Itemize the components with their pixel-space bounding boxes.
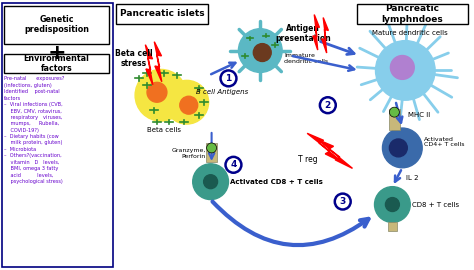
FancyBboxPatch shape: [206, 143, 217, 162]
Circle shape: [390, 107, 400, 117]
Circle shape: [374, 187, 410, 222]
Text: Antigen
presentation: Antigen presentation: [275, 24, 331, 43]
Circle shape: [238, 29, 282, 72]
Circle shape: [180, 96, 198, 114]
FancyBboxPatch shape: [356, 4, 468, 24]
Polygon shape: [155, 42, 162, 82]
Circle shape: [390, 139, 407, 157]
Circle shape: [207, 143, 217, 153]
Text: Pancreatic islets: Pancreatic islets: [119, 9, 204, 18]
Text: Pre-natal      exposures?
(infections, gluten)
Identified    post-natal
factors
: Pre-natal exposures? (infections, gluten…: [4, 76, 64, 184]
Text: Mature dendritic cells: Mature dendritic cells: [373, 30, 448, 36]
Circle shape: [135, 69, 187, 121]
Text: T reg: T reg: [298, 155, 318, 164]
Circle shape: [383, 128, 422, 168]
Circle shape: [147, 82, 167, 102]
Text: B cell Antigens: B cell Antigens: [196, 89, 248, 95]
Text: Beta cells: Beta cells: [147, 127, 181, 133]
Circle shape: [220, 70, 237, 86]
Circle shape: [391, 56, 414, 79]
Circle shape: [193, 164, 228, 200]
Text: 2: 2: [325, 101, 331, 110]
Text: Granzyme,
Perforin: Granzyme, Perforin: [171, 148, 206, 159]
Circle shape: [204, 175, 218, 189]
Polygon shape: [313, 15, 319, 50]
Text: Beta cell
stress: Beta cell stress: [115, 49, 153, 68]
Text: 4: 4: [230, 160, 237, 169]
Text: Environmental
factors: Environmental factors: [24, 54, 90, 73]
Text: Immature
dendritic cells: Immature dendritic cells: [284, 53, 328, 64]
FancyBboxPatch shape: [389, 109, 400, 130]
Text: CD8 + T cells: CD8 + T cells: [412, 201, 459, 208]
Circle shape: [253, 44, 271, 62]
FancyBboxPatch shape: [388, 222, 397, 231]
Circle shape: [375, 40, 435, 100]
Text: Genetic
predisposition: Genetic predisposition: [24, 15, 89, 35]
Text: Activated
CD4+ T cells: Activated CD4+ T cells: [424, 137, 465, 147]
Polygon shape: [146, 45, 153, 85]
FancyBboxPatch shape: [4, 53, 109, 73]
Circle shape: [165, 80, 209, 124]
Circle shape: [226, 157, 241, 173]
Circle shape: [385, 198, 400, 211]
Text: 3: 3: [339, 197, 346, 206]
Text: Pancreatic
lymphndoes: Pancreatic lymphndoes: [382, 4, 443, 23]
Text: +: +: [47, 43, 66, 63]
Text: 1: 1: [225, 74, 232, 83]
FancyBboxPatch shape: [4, 6, 109, 44]
Text: Activated CD8 + T cells: Activated CD8 + T cells: [230, 179, 323, 185]
Text: MHC II: MHC II: [408, 112, 430, 118]
Polygon shape: [317, 139, 353, 168]
Circle shape: [320, 97, 336, 113]
Polygon shape: [322, 18, 328, 53]
Text: IL 2: IL 2: [406, 175, 419, 181]
Polygon shape: [307, 133, 343, 163]
Circle shape: [335, 194, 351, 210]
FancyBboxPatch shape: [116, 4, 208, 24]
